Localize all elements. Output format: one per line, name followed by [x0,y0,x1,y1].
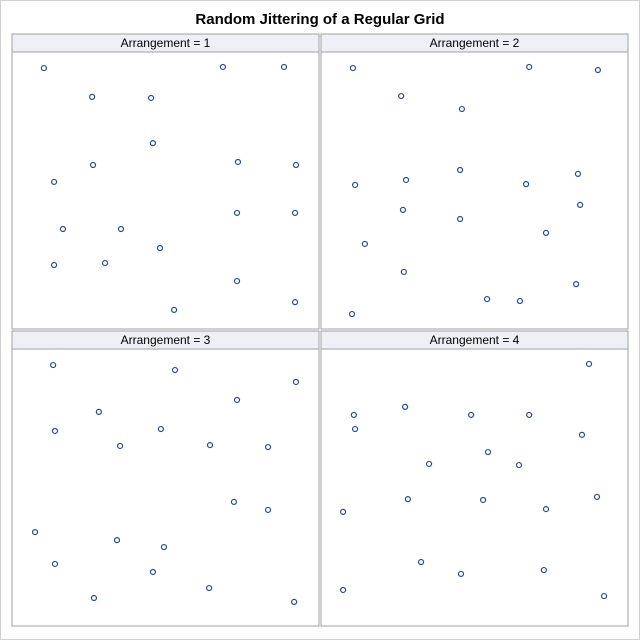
point [398,92,405,100]
point [89,93,96,100]
point [457,570,465,578]
point [574,170,582,177]
point [468,411,475,419]
point [280,63,288,71]
point [483,295,491,303]
point [59,225,67,233]
panel-title: Arrangement = 2 [430,36,520,50]
point [542,506,550,513]
point [600,592,608,600]
point [593,493,601,501]
point [156,245,164,252]
point [456,166,464,174]
point [149,568,157,576]
point [578,431,586,438]
point [292,378,300,386]
point [516,297,524,305]
point [340,586,347,594]
point [116,442,124,450]
point [417,558,425,566]
chart-title: Random Jittering of a Regular Grid [195,11,444,28]
point [522,181,530,188]
point [234,158,242,166]
point [160,543,168,551]
point [542,229,550,236]
point [51,427,59,435]
point [425,460,433,468]
point [585,360,593,368]
point [206,442,214,449]
point [157,425,164,433]
point [458,105,466,113]
point [526,411,533,419]
point [264,506,272,514]
point [171,366,179,374]
point [147,94,155,102]
point [219,63,227,71]
panel-frame [320,51,629,330]
point [233,277,241,285]
point [404,496,411,503]
point [101,259,109,267]
point [170,306,178,313]
point [264,443,272,451]
point [340,508,347,515]
point [350,411,357,419]
point [399,206,407,213]
point [348,310,356,318]
point [89,161,97,169]
point [205,584,213,592]
panel-title: Arrangement = 3 [121,333,211,347]
point [31,528,39,536]
point [95,408,102,415]
point [90,594,98,602]
panel-frame [320,348,629,627]
point [402,176,410,184]
point [577,201,584,209]
point [400,268,407,276]
point [113,537,121,544]
point [594,66,602,74]
point [484,448,492,456]
panel-title: Arrangement = 4 [430,333,520,347]
point [479,496,487,504]
panel-frame [11,348,320,627]
point [149,140,157,147]
point [50,178,58,186]
point [361,240,369,248]
point [515,461,523,469]
point [456,215,464,223]
point [526,63,533,71]
point [292,161,300,169]
point [540,566,547,574]
point [40,64,48,72]
point [351,181,359,189]
point [233,396,241,404]
point [50,261,58,269]
point [51,560,59,568]
point [233,209,241,217]
point [230,498,238,506]
point [402,403,409,410]
point [117,225,125,233]
point [291,209,299,217]
panel-title: Arrangement = 1 [121,36,211,50]
point [573,281,580,288]
point [351,425,359,433]
point [291,598,298,606]
point [349,64,357,72]
panel-frame [11,51,320,330]
point [50,361,57,369]
point [291,299,299,306]
